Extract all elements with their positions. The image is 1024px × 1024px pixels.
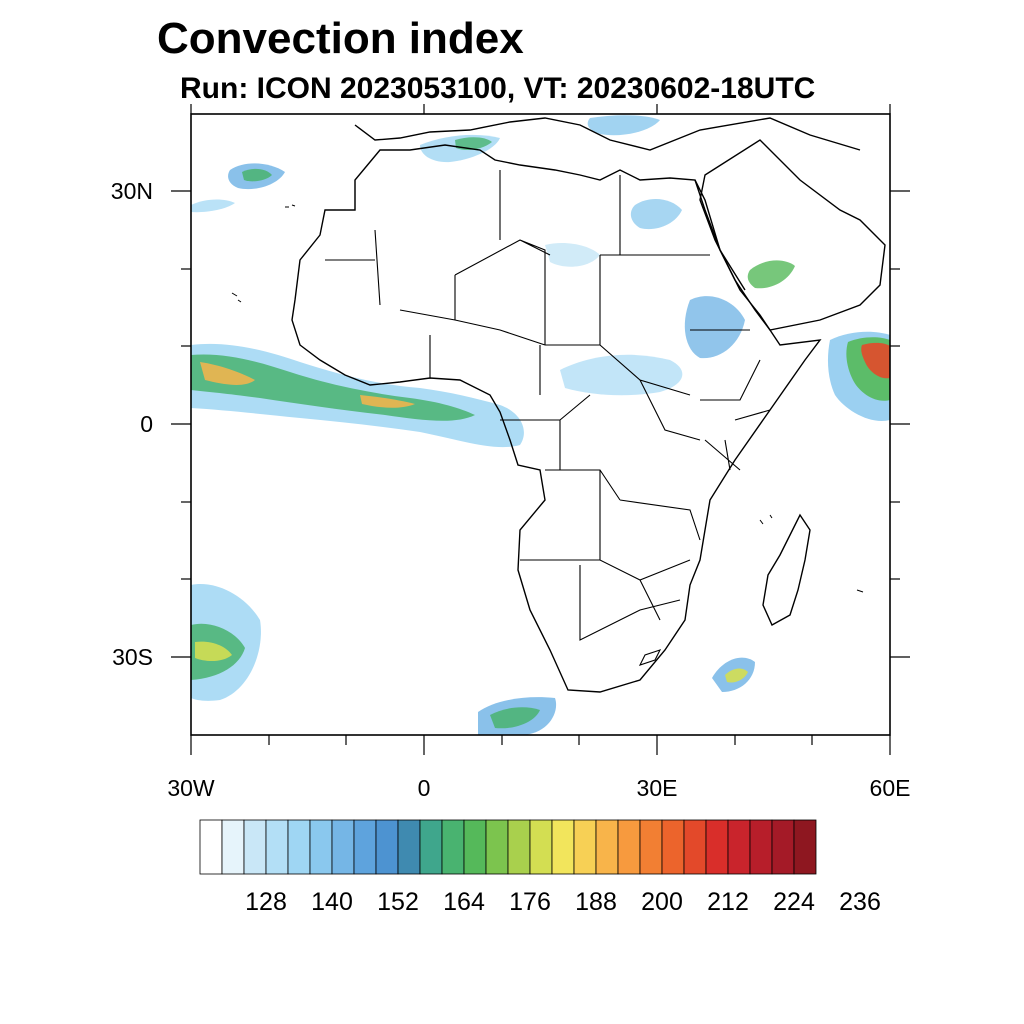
run-valid-time: Run: ICON 2023053100, VT: 20230602-18UTC xyxy=(180,72,816,105)
colorbar-box xyxy=(265,819,289,875)
colorbar-box xyxy=(639,819,663,875)
lat-label-equator: 0 xyxy=(140,411,153,437)
colorbar-tick-label: 164 xyxy=(443,888,485,916)
colorbar-box xyxy=(573,819,597,875)
colorbar-box xyxy=(529,819,553,875)
lon-label-30w: 30W xyxy=(167,775,215,801)
colorbar-box xyxy=(683,819,707,875)
convection-area-azores xyxy=(191,199,235,213)
colorbar-box xyxy=(507,819,531,875)
colorbar-tick-label: 224 xyxy=(773,888,815,916)
colorbar-tick-label: 176 xyxy=(509,888,551,916)
convection-area-itcz-peak xyxy=(200,362,415,408)
colorbar-box xyxy=(287,819,311,875)
map-title: Convection index xyxy=(157,14,524,63)
axis-ticks xyxy=(171,104,910,755)
colorbar-tick-label: 188 xyxy=(575,888,617,916)
madagascar-coastline xyxy=(762,513,811,626)
colorbar-box xyxy=(595,819,619,875)
convection-field xyxy=(191,115,890,735)
convection-area-south-atlantic-peak xyxy=(195,641,232,662)
map-frame xyxy=(190,113,891,736)
lon-label-0: 0 xyxy=(417,775,431,801)
colorbar-box xyxy=(199,819,223,875)
lon-label-60e: 60E xyxy=(869,775,911,801)
colorbar-tick-label: 200 xyxy=(641,888,683,916)
convection-area-red-sea xyxy=(747,260,795,289)
colorbar-box xyxy=(661,819,685,875)
arabia-coastline xyxy=(699,139,886,331)
colorbar-tick-label: 152 xyxy=(377,888,419,916)
colorbar-box xyxy=(617,819,641,875)
convection-area-arabian-sea-peak xyxy=(861,342,890,379)
colorbar-tick-label: 212 xyxy=(707,888,749,916)
colorbar-box xyxy=(705,819,729,875)
convection-area-sahel xyxy=(560,354,683,396)
colorbar-box xyxy=(243,819,267,875)
convection-area-madagascar-south-core xyxy=(725,668,748,683)
lat-label-30s: 30S xyxy=(112,644,153,670)
lon-label-30e: 30E xyxy=(636,775,678,801)
colorbar-tick-label: 128 xyxy=(245,888,287,916)
convection-area-cape-core xyxy=(490,707,540,729)
colorbar-box xyxy=(463,819,487,875)
lat-label-30n: 30N xyxy=(110,178,153,204)
red-sea-coast xyxy=(694,179,746,291)
colorbar-box xyxy=(551,819,575,875)
colorbar-box xyxy=(221,819,245,875)
colorbar-box xyxy=(397,819,421,875)
colorbar-box xyxy=(375,819,399,875)
colorbar-box xyxy=(419,819,443,875)
colorbar-box xyxy=(727,819,751,875)
colorbar-box xyxy=(309,819,333,875)
colorbar xyxy=(199,819,817,875)
convection-area-ethiopia xyxy=(684,296,745,359)
convection-area-sudan xyxy=(545,243,600,267)
colorbar-box xyxy=(331,819,355,875)
colorbar-box xyxy=(353,819,377,875)
colorbar-box xyxy=(771,819,795,875)
colorbar-box xyxy=(441,819,465,875)
islands xyxy=(231,204,864,593)
colorbar-box xyxy=(485,819,509,875)
europe-coastline xyxy=(354,117,861,151)
convection-area-levant xyxy=(630,198,682,230)
country-borders xyxy=(325,170,771,666)
colorbar-tick-label: 236 xyxy=(839,888,881,916)
colorbar-tick-label: 140 xyxy=(311,888,353,916)
coastlines-and-borders xyxy=(231,117,886,693)
colorbar-box xyxy=(749,819,773,875)
africa-coastline xyxy=(291,144,822,693)
convection-area-mediterranean-core xyxy=(455,137,492,150)
colorbar-box xyxy=(793,819,817,875)
convection-area-canary-core xyxy=(242,168,272,182)
convection-area-aegean xyxy=(587,115,660,136)
